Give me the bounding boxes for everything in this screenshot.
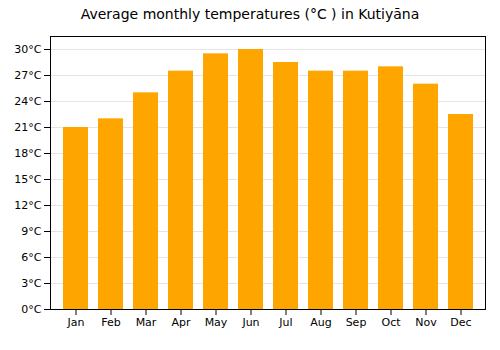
svg-text:18°C: 18°C — [14, 147, 41, 160]
svg-text:27°C: 27°C — [14, 69, 41, 82]
svg-text:Jun: Jun — [241, 316, 259, 329]
svg-text:9°C: 9°C — [21, 225, 41, 238]
svg-text:Sep: Sep — [346, 316, 367, 329]
svg-text:Apr: Apr — [171, 316, 191, 329]
svg-text:0°C: 0°C — [21, 303, 41, 316]
svg-text:Jan: Jan — [67, 316, 85, 329]
svg-text:12°C: 12°C — [14, 199, 41, 212]
svg-text:Dec: Dec — [450, 316, 471, 329]
svg-text:Aug: Aug — [310, 316, 331, 329]
svg-text:6°C: 6°C — [21, 251, 41, 264]
html-text:Average monthly temperatures (: Average monthly temperatures (°C ) in Ku… — [80, 6, 420, 22]
svg-text:24°C: 24°C — [14, 95, 41, 108]
svg-text:Nov: Nov — [415, 316, 437, 329]
svg-text:21°C: 21°C — [14, 121, 41, 134]
svg-text:Mar: Mar — [136, 316, 157, 329]
svg-text:30°C: 30°C — [14, 43, 41, 56]
svg-text:Feb: Feb — [101, 316, 120, 329]
svg-text:Oct: Oct — [381, 316, 401, 329]
svg-text:Jul: Jul — [278, 316, 292, 329]
svg-text:3°C: 3°C — [21, 277, 41, 290]
svg-text:15°C: 15°C — [14, 173, 41, 186]
svg-text:May: May — [205, 316, 228, 329]
